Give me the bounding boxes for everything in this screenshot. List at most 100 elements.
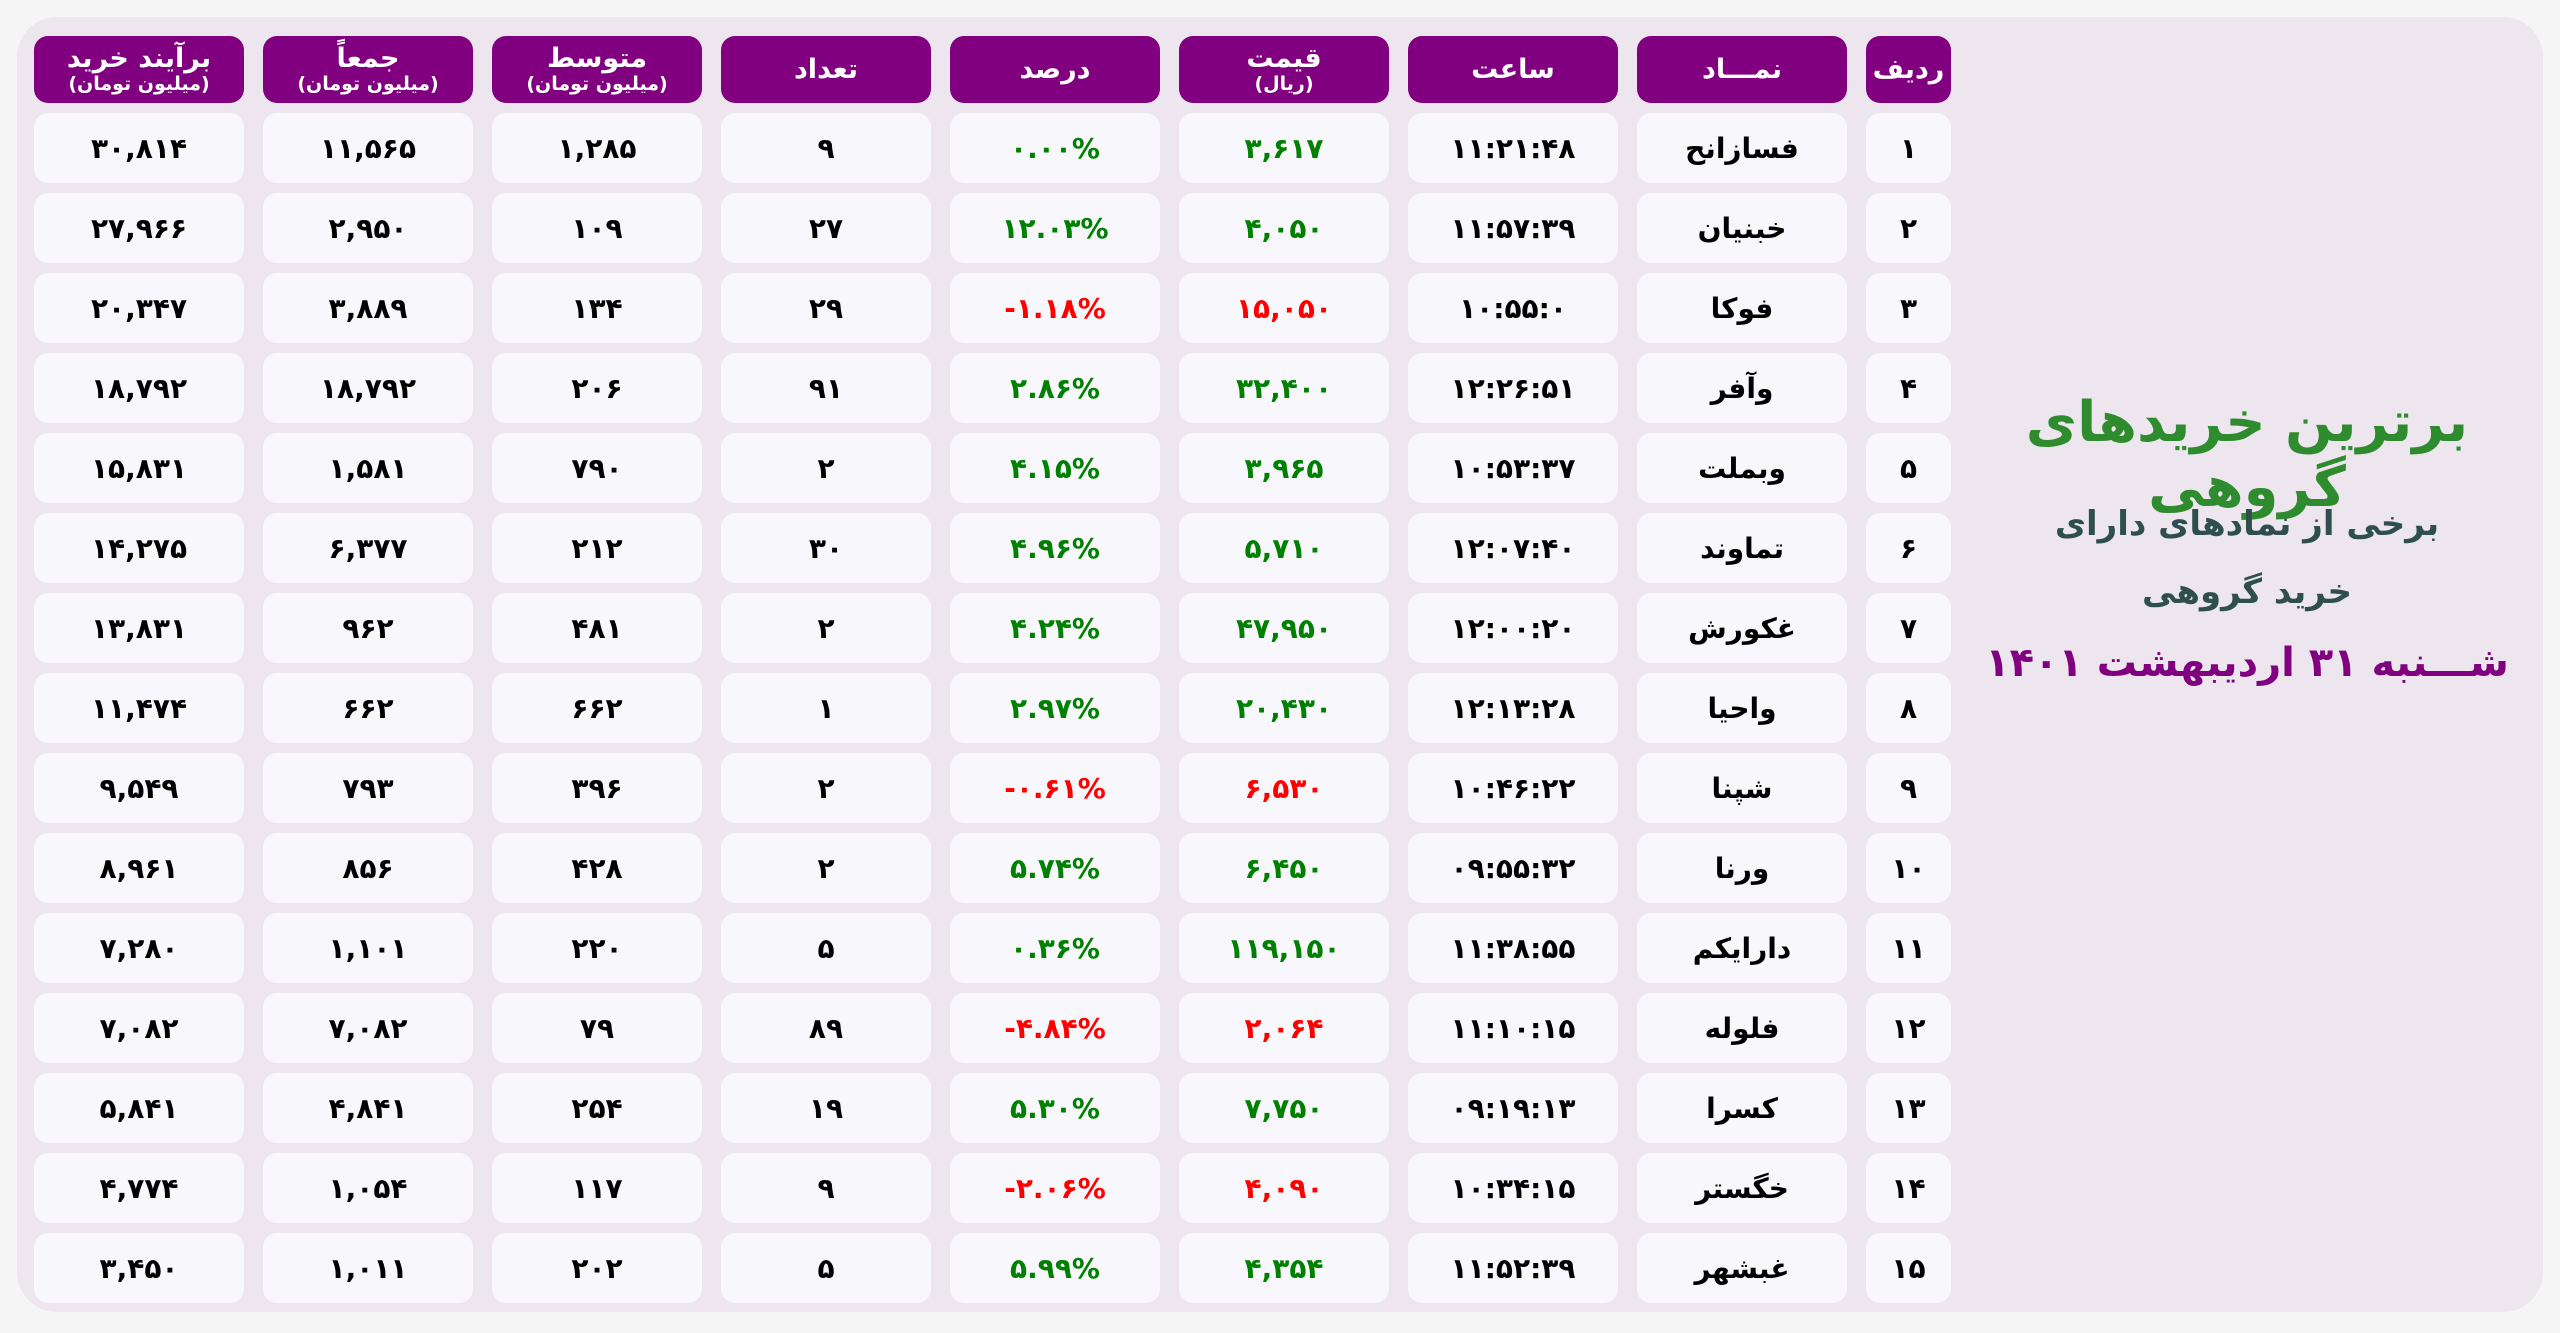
cell-percent: ۰.۰۰% — [950, 113, 1160, 183]
cell-total: ۲,۹۵۰ — [263, 193, 473, 263]
cell-symbol: فوکا — [1637, 273, 1847, 343]
cell-price: ۳,۹۶۵ — [1179, 433, 1389, 503]
cell-value: ۹۱ — [808, 371, 844, 405]
cell-percent: ۴.۲۴% — [950, 593, 1160, 663]
header-time: ساعت — [1408, 36, 1618, 103]
header-percent: درصد — [950, 36, 1160, 103]
cell-value: ۲۰,۴۳۰ — [1235, 691, 1333, 725]
cell-value: ۱۱,۴۷۴ — [90, 691, 188, 725]
cell-price: ۵,۷۱۰ — [1179, 513, 1389, 583]
cell-time: ۱۱:۱۰:۱۵ — [1408, 993, 1618, 1063]
cell-value: ۴,۰۵۰ — [1244, 211, 1324, 245]
cell-net-buy: ۵,۸۴۱ — [34, 1073, 244, 1143]
cell-value: ۳۰,۸۱۴ — [90, 131, 188, 165]
cell-count: ۵ — [721, 913, 931, 983]
cell-value: ۳۲,۴۰۰ — [1235, 371, 1333, 405]
cell-value: ۹,۵۴۹ — [99, 771, 179, 805]
cell-value: ۶ — [1899, 531, 1918, 565]
cell-value: ۱۸,۷۹۲ — [319, 371, 417, 405]
cell-value: ۲۷,۹۶۶ — [90, 211, 188, 245]
cell-average: ۱۱۷ — [492, 1153, 702, 1223]
cell-value: ۸۹ — [808, 1011, 844, 1045]
cell-symbol: تماوند — [1637, 513, 1847, 583]
cell-value: ۳,۶۱۷ — [1244, 131, 1324, 165]
cell-value: کسرا — [1706, 1091, 1778, 1125]
cell-count: ۲۹ — [721, 273, 931, 343]
cell-percent: ۵.۹۹% — [950, 1233, 1160, 1303]
cell-count: ۲ — [721, 753, 931, 823]
cell-count: ۱ — [721, 673, 931, 743]
cell-value: ۶۶۲ — [571, 691, 623, 725]
page-title: برترین خریدهای گروهی — [2025, 390, 2469, 520]
cell-total: ۹۶۲ — [263, 593, 473, 663]
cell-value: ۰۹:۵۵:۳۲ — [1450, 851, 1576, 885]
cell-rank: ۴ — [1866, 353, 1951, 423]
cell-percent: ۱۲.۰۳% — [950, 193, 1160, 263]
cell-net-buy: ۱۳,۸۳۱ — [34, 593, 244, 663]
cell-value: وبملت — [1698, 451, 1786, 485]
cell-rank: ۹ — [1866, 753, 1951, 823]
cell-percent: ۵.۳۰% — [950, 1073, 1160, 1143]
cell-value: ۷ — [1899, 611, 1918, 645]
cell-value: ۱۰ — [1891, 851, 1926, 885]
cell-value: ۸ — [1899, 691, 1918, 725]
cell-symbol: خبنیان — [1637, 193, 1847, 263]
cell-percent: ۴.۹۶% — [950, 513, 1160, 583]
cell-time: ۱۱:۲۱:۴۸ — [1408, 113, 1618, 183]
cell-value: ۱۲:۲۶:۵۱ — [1450, 371, 1576, 405]
header-rank: ردیف — [1866, 36, 1951, 103]
cell-value: ۷۹۳ — [342, 771, 394, 805]
header-total: جمعاً (میلیون تومان) — [263, 36, 473, 103]
cell-value: ۳ — [1899, 291, 1918, 325]
cell-average: ۳۹۶ — [492, 753, 702, 823]
cell-value: ۱۰:۳۴:۱۵ — [1450, 1171, 1576, 1205]
cell-average: ۷۹ — [492, 993, 702, 1063]
cell-value: ۶,۳۷۷ — [328, 531, 408, 565]
cell-total: ۱,۱۰۱ — [263, 913, 473, 983]
cell-symbol: ورنا — [1637, 833, 1847, 903]
cell-value: ۱,۱۰۱ — [328, 931, 408, 965]
cell-average: ۱۰۹ — [492, 193, 702, 263]
cell-value: ۲ — [817, 851, 835, 885]
cell-value: دارا‌یکم — [1692, 931, 1792, 965]
cell-value: ۱۲ — [1891, 1011, 1926, 1045]
cell-value: ۳۰ — [808, 531, 844, 565]
cell-value: ۷,۰۸۲ — [328, 1011, 408, 1045]
cell-price: ۶,۵۳۰ — [1179, 753, 1389, 823]
header-label: تعداد — [793, 54, 859, 85]
cell-percent: -۰.۶۱% — [950, 753, 1160, 823]
cell-average: ۴۸۱ — [492, 593, 702, 663]
cell-rank: ۵ — [1866, 433, 1951, 503]
cell-value: -۰.۶۱% — [1004, 771, 1106, 805]
cell-value: ۴۸۱ — [571, 611, 623, 645]
cell-average: ۲۰۶ — [492, 353, 702, 423]
cell-value: ۲۰,۳۴۷ — [90, 291, 188, 325]
cell-value: ۱۰۹ — [571, 211, 623, 245]
cell-value: ۱۱,۵۶۵ — [319, 131, 417, 165]
cell-value: -۱.۱۸% — [1004, 291, 1106, 325]
cell-total: ۶۶۲ — [263, 673, 473, 743]
header-label: ساعت — [1471, 54, 1555, 85]
cell-value: خگستر — [1695, 1171, 1789, 1205]
header-symbol: نمـــاد — [1637, 36, 1847, 103]
cell-net-buy: ۳۰,۸۱۴ — [34, 113, 244, 183]
cell-percent: ۰.۳۶% — [950, 913, 1160, 983]
cell-value: خبنیان — [1697, 211, 1787, 245]
cell-value: شپنا — [1711, 771, 1773, 805]
cell-percent: ۲.۹۷% — [950, 673, 1160, 743]
cell-price: ۷,۷۵۰ — [1179, 1073, 1389, 1143]
cell-value: ۲۲۰ — [571, 931, 623, 965]
cell-value: ۷,۲۸۰ — [99, 931, 179, 965]
cell-value: ۱۱:۱۰:۱۵ — [1450, 1011, 1576, 1045]
cell-value: ۲.۸۶% — [1010, 371, 1100, 405]
cell-average: ۲۲۰ — [492, 913, 702, 983]
subtitle-line-1: برخی از نمادهای دارای — [2054, 504, 2440, 544]
cell-symbol: غکورش — [1637, 593, 1847, 663]
cell-net-buy: ۳,۴۵۰ — [34, 1233, 244, 1303]
header-label: نمـــاد — [1702, 54, 1782, 85]
cell-value: ۱۱ — [1891, 931, 1926, 965]
cell-value: ۲۹ — [808, 291, 844, 325]
cell-value: ۲ — [1899, 211, 1918, 245]
cell-time: ۰۹:۵۵:۳۲ — [1408, 833, 1618, 903]
cell-value: ۲۵۴ — [571, 1091, 623, 1125]
